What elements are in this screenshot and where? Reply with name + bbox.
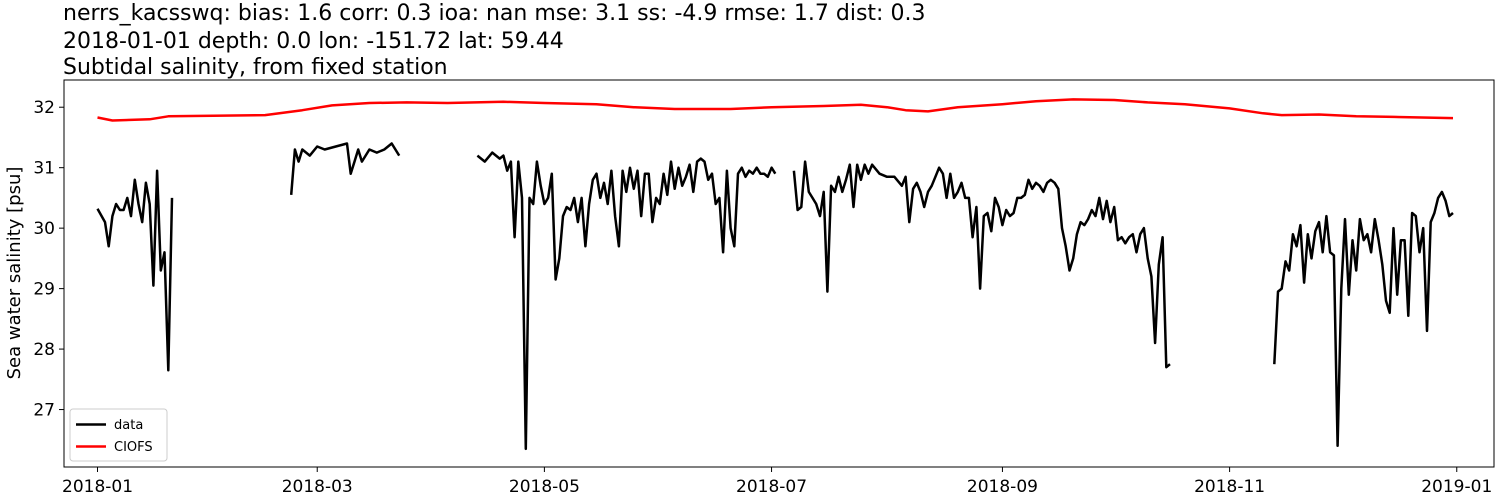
x-axis: 2018-01 2018-03 2018-05 2018-07 2018-09 2018-…: [62, 467, 1492, 497]
series-line-data-3: [792, 160, 1171, 369]
legend: data CIOFS: [69, 408, 168, 462]
series-line-data-2: [476, 151, 777, 451]
x-tick-label: 2019-01: [1421, 477, 1492, 497]
legend-label-data: data: [114, 418, 143, 433]
x-tick-label: 2018-01: [62, 477, 133, 497]
x-tick-label: 2018-05: [509, 477, 580, 497]
series-line-ciofs-0: [97, 98, 1454, 122]
x-tick-label: 2018-03: [282, 477, 353, 497]
y-tick-label: 29: [33, 280, 55, 300]
x-tick-label: 2018-09: [967, 477, 1038, 497]
x-tick-label: 2018-07: [736, 477, 807, 497]
y-tick-label: 32: [33, 98, 55, 118]
chart-title-station-info: 2018-01-01 depth: 0.0 lon: -151.72 lat: …: [63, 29, 564, 54]
y-tick-label: 28: [33, 340, 55, 360]
legend-label-ciofs: CIOFS: [114, 440, 153, 455]
series-line-data-1: [289, 142, 401, 196]
y-axis: 27 28 29 30 31 32: [33, 98, 64, 421]
plot-lines: [96, 98, 1454, 451]
chart-title-description: Subtidal salinity, from fixed station: [63, 55, 448, 80]
x-tick-label: 2018-11: [1194, 477, 1265, 497]
y-tick-label: 30: [33, 219, 55, 239]
y-tick-label: 27: [33, 401, 55, 421]
y-tick-label: 31: [33, 159, 55, 179]
series-line-data-4: [1273, 190, 1454, 448]
y-axis-label: Sea water salinity [psu]: [4, 167, 25, 380]
legend-box: [69, 408, 168, 462]
series-line-data-0: [96, 169, 174, 372]
chart-title-metrics: nerrs_kacsswq: bias: 1.6 corr: 0.3 ioa: …: [63, 1, 926, 26]
plot-frame: [63, 79, 1495, 468]
